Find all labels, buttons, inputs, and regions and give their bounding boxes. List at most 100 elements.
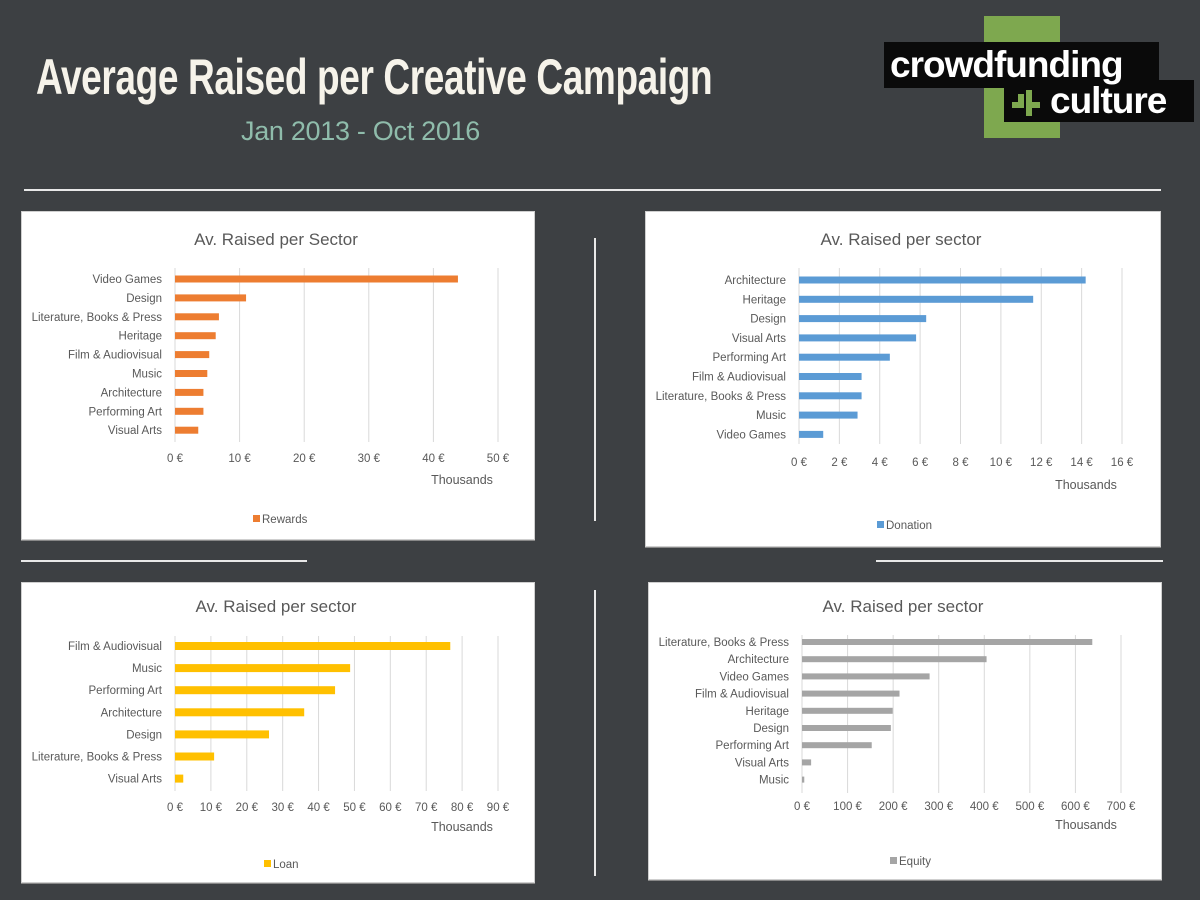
bar-design bbox=[802, 725, 891, 731]
bar-architecture bbox=[802, 656, 987, 663]
chart-donation: Av. Raised per sector 0 € 2 € 4 € 6 € 8 € 10 €… bbox=[656, 230, 1134, 532]
category-label: Architecture bbox=[728, 654, 789, 666]
category-label: Visual Arts bbox=[735, 757, 789, 769]
x-tick-label: 14 € bbox=[1070, 457, 1093, 469]
x-axis-label: Thousands bbox=[1055, 478, 1117, 492]
bar-literature-books-press bbox=[802, 639, 1093, 645]
x-tick-label: 200 € bbox=[879, 801, 908, 813]
category-label: Performing Art bbox=[713, 352, 787, 364]
category-label: Architecture bbox=[101, 387, 162, 399]
category-label: Performing Art bbox=[716, 740, 790, 752]
chart-title: Av. Raised per sector bbox=[821, 230, 982, 249]
bar-performing-art bbox=[802, 742, 872, 749]
category-label: Music bbox=[756, 410, 786, 422]
x-tick-label: 2 € bbox=[831, 457, 848, 469]
bar-visual-arts bbox=[175, 426, 199, 434]
chart-rewards: Av. Raised per Sector 0 € 10 € 20 € 30 € 40 €… bbox=[32, 230, 510, 526]
legend-label: Loan bbox=[273, 859, 299, 871]
chart-panel-rewards: Av. Raised per Sector 0 € 10 € 20 € 30 € 40 €… bbox=[21, 211, 535, 540]
bar-film-audiovisual bbox=[799, 373, 862, 380]
category-label: Literature, Books & Press bbox=[659, 637, 790, 649]
x-tick-label: 0 € bbox=[794, 801, 811, 813]
legend-label: Rewards bbox=[262, 514, 308, 526]
category-label: Visual Arts bbox=[108, 774, 162, 786]
category-label: Literature, Books & Press bbox=[32, 312, 163, 324]
bar-performing-art bbox=[175, 407, 204, 415]
legend-label: Donation bbox=[886, 520, 932, 532]
category-label: Music bbox=[132, 369, 162, 381]
page-subtitle: Jan 2013 - Oct 2016 bbox=[241, 116, 480, 146]
bar-architecture bbox=[799, 276, 1086, 284]
page-title: Average Raised per Creative Campaign bbox=[36, 49, 713, 105]
x-tick-label: 16 € bbox=[1111, 457, 1134, 469]
x-tick-label: 90 € bbox=[487, 802, 510, 814]
divider-mid-right bbox=[876, 560, 1163, 562]
category-label: Performing Art bbox=[89, 406, 163, 418]
bar-performing-art bbox=[799, 353, 890, 361]
chart-panel-equity: Av. Raised per sector 0 € 100 € 200 € 300 € 4… bbox=[648, 582, 1162, 880]
x-tick-label: 500 € bbox=[1015, 801, 1044, 813]
category-label: Performing Art bbox=[89, 685, 163, 697]
x-tick-label: 8 € bbox=[953, 457, 970, 469]
x-tick-label: 40 € bbox=[307, 802, 330, 814]
logo-black-bar-bottom bbox=[1004, 80, 1194, 122]
chart-title: Av. Raised per sector bbox=[823, 597, 984, 616]
divider-top bbox=[24, 189, 1161, 191]
x-tick-label: 600 € bbox=[1061, 801, 1090, 813]
x-axis-label: Thousands bbox=[431, 473, 493, 487]
x-axis-label: Thousands bbox=[431, 820, 493, 834]
bar-music bbox=[802, 776, 805, 783]
x-tick-label: 10 € bbox=[990, 457, 1013, 469]
bar-heritage bbox=[802, 707, 893, 714]
x-tick-label: 30 € bbox=[358, 453, 381, 465]
legend-swatch bbox=[253, 515, 260, 522]
x-tick-label: 300 € bbox=[924, 801, 953, 813]
chart-equity: Av. Raised per sector 0 € 100 € 200 € 300 € 4… bbox=[659, 597, 1136, 868]
bar-visual-arts bbox=[802, 759, 812, 766]
x-axis-label: Thousands bbox=[1055, 818, 1117, 832]
category-label: Film & Audiovisual bbox=[68, 641, 162, 653]
category-label: Video Games bbox=[717, 429, 787, 441]
x-tick-label: 50 € bbox=[487, 453, 510, 465]
category-label: Video Games bbox=[93, 274, 163, 286]
x-tick-label: 400 € bbox=[970, 801, 999, 813]
x-tick-label: 0 € bbox=[167, 802, 184, 814]
legend-label: Equity bbox=[899, 856, 931, 868]
category-label: Heritage bbox=[119, 331, 162, 343]
category-label: Film & Audiovisual bbox=[695, 689, 789, 701]
bar-music bbox=[175, 370, 208, 377]
bar-heritage bbox=[175, 332, 216, 340]
bar-heritage bbox=[799, 295, 1034, 303]
bar-design bbox=[799, 315, 927, 323]
bar-literature-books-press bbox=[175, 752, 215, 761]
category-label: Design bbox=[750, 314, 786, 326]
x-tick-label: 0 € bbox=[167, 453, 184, 465]
category-label: Design bbox=[126, 293, 162, 305]
x-tick-label: 12 € bbox=[1030, 457, 1053, 469]
divider-vertical-top bbox=[594, 238, 596, 521]
x-tick-label: 50 € bbox=[343, 802, 366, 814]
crowdfunding-culture-logo: crowdfunding culture bbox=[884, 14, 1194, 140]
divider-vertical-bottom bbox=[594, 590, 596, 876]
bar-architecture bbox=[175, 708, 305, 717]
category-label: Heritage bbox=[743, 294, 786, 306]
bar-visual-arts bbox=[799, 334, 917, 342]
bar-architecture bbox=[175, 388, 204, 396]
category-label: Literature, Books & Press bbox=[32, 752, 163, 764]
chart-title: Av. Raised per Sector bbox=[194, 230, 358, 249]
category-label: Design bbox=[753, 723, 789, 735]
category-label: Architecture bbox=[101, 707, 162, 719]
category-label: Film & Audiovisual bbox=[68, 350, 162, 362]
chart-panel-loan: Av. Raised per sector 0 € 10 € 20 € 30 € 40 €… bbox=[21, 582, 535, 883]
bar-film-audiovisual bbox=[802, 690, 900, 697]
x-tick-label: 30 € bbox=[271, 802, 294, 814]
x-tick-label: 100 € bbox=[833, 801, 862, 813]
chart-title: Av. Raised per sector bbox=[196, 597, 357, 616]
bar-video-games bbox=[799, 430, 824, 438]
category-label: Architecture bbox=[725, 275, 786, 287]
x-tick-label: 20 € bbox=[236, 802, 259, 814]
x-tick-label: 80 € bbox=[451, 802, 474, 814]
x-tick-label: 70 € bbox=[415, 802, 438, 814]
divider-mid-left bbox=[21, 560, 307, 562]
legend-swatch bbox=[264, 860, 271, 867]
